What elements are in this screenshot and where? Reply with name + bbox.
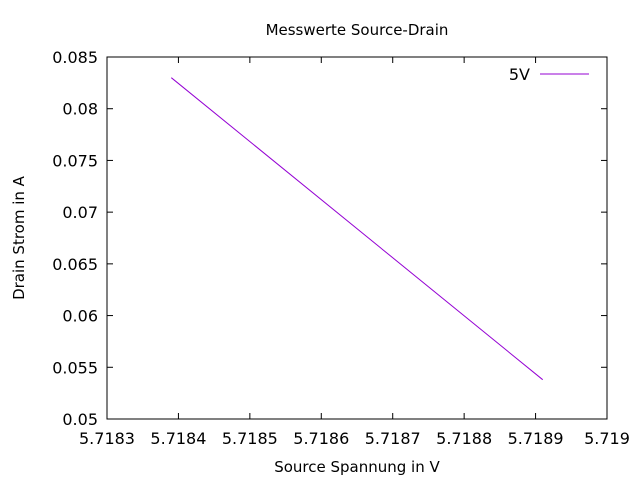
y-tick-label: 0.055 [52, 358, 98, 377]
y-axis-label: Drain Strom in A [10, 175, 28, 300]
y-tick-label: 0.07 [62, 203, 98, 222]
x-tick-label: 5.7185 [222, 429, 278, 448]
y-tick-label: 0.08 [62, 100, 98, 119]
x-tick-label: 5.7187 [365, 429, 421, 448]
y-tick-label: 0.075 [52, 151, 98, 170]
x-tick-label: 5.719 [584, 429, 630, 448]
plot-frame [106, 56, 608, 420]
legend-label-5v: 5V [509, 65, 530, 84]
x-tick-label: 5.7188 [436, 429, 492, 448]
x-tick-label: 5.7189 [508, 429, 564, 448]
y-tick-label: 0.065 [52, 255, 98, 274]
x-axis-ticks: 5.7183 5.7184 5.7185 5.7186 5.7187 5.7188 5.71… [79, 57, 630, 448]
x-tick-label: 5.7183 [79, 429, 135, 448]
legend: 5V [509, 65, 589, 84]
series-line-5v [170, 77, 544, 381]
x-tick-label: 5.7184 [150, 429, 206, 448]
x-axis-label: Source Spannung in V [274, 458, 440, 476]
x-tick-label: 5.7186 [293, 429, 349, 448]
y-tick-label: 0.085 [52, 48, 98, 67]
y-tick-label: 0.06 [62, 307, 98, 326]
y-axis-ticks: 0.05 0.055 0.06 0.065 0.07 0.075 0.08 0.085 [52, 48, 607, 429]
chart-title: Messwerte Source-Drain [266, 21, 449, 39]
series-layer [170, 77, 544, 381]
y-tick-label: 0.05 [62, 410, 98, 429]
